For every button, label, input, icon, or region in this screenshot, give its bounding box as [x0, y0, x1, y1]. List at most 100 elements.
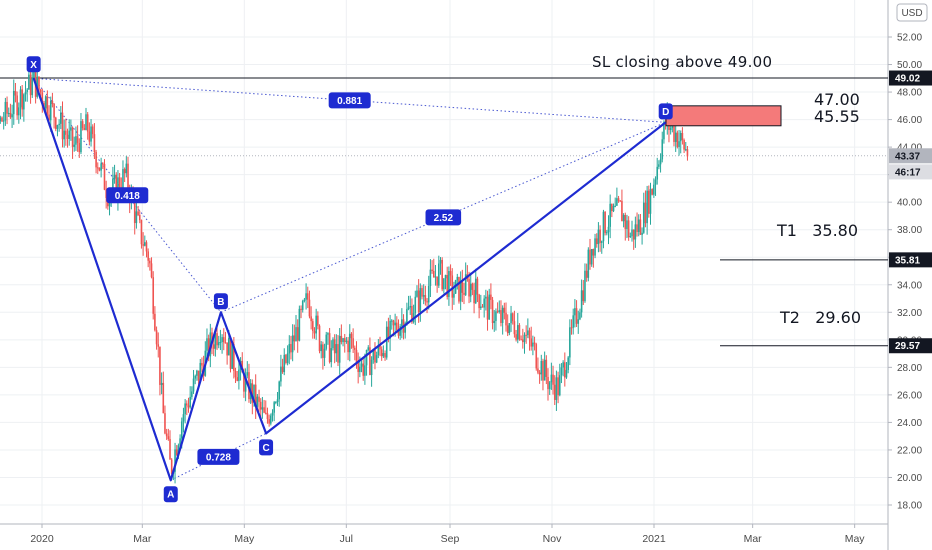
candle-body [369, 347, 371, 375]
candle-body [580, 290, 583, 313]
candle-body [354, 347, 356, 350]
candle-body [686, 149, 689, 157]
price-tag-label: 46:17 [895, 167, 921, 178]
candle-body [389, 320, 391, 339]
price-tag-box [889, 164, 932, 180]
candle-body [105, 189, 107, 198]
candle-body [379, 345, 381, 350]
candle-body [656, 166, 659, 180]
candle-body [565, 369, 568, 378]
candle-body [564, 362, 566, 378]
candle-body [584, 270, 586, 302]
ratio-badge-xd: 0.881 [328, 92, 371, 109]
candle-body [138, 215, 141, 221]
ratio-badge-ac: 0.728 [197, 448, 240, 465]
candle-body [511, 313, 514, 322]
candle-body [365, 350, 368, 366]
candle-body [31, 77, 34, 96]
candle-body [456, 276, 459, 281]
candle-body [604, 211, 606, 233]
candle-body [233, 344, 235, 371]
price-tag-box [889, 148, 932, 164]
ratio-badge-box [106, 187, 149, 204]
horizontal-levels [0, 77, 888, 347]
candle-body [182, 414, 185, 422]
candle-body [296, 327, 299, 341]
grid-lines [0, 0, 888, 524]
candle-body [560, 367, 563, 376]
point-label-box [26, 56, 41, 73]
candle-body [639, 219, 642, 235]
candle-body [7, 112, 10, 114]
candle-body [626, 220, 628, 230]
ratio-line-bd [220, 121, 666, 313]
candle-body [434, 276, 437, 278]
xabcd-pattern-line[interactable] [32, 77, 667, 482]
candle-body [229, 338, 232, 369]
candle-body [123, 169, 126, 174]
candle-body [39, 89, 42, 93]
currency-button[interactable] [896, 3, 928, 22]
candle-body [461, 280, 464, 293]
candle-body [525, 334, 527, 336]
candle-body [377, 345, 380, 356]
zone-bottom-annotation: 45.55 [814, 107, 860, 126]
candle-body [448, 271, 450, 297]
candle-body [350, 333, 353, 339]
candle-body [609, 203, 611, 227]
ratio-badge-bd: 2.52 [425, 209, 462, 226]
candle-body [426, 301, 428, 303]
candle-body [16, 95, 18, 116]
point-label-a: A [163, 486, 178, 503]
candle-body [149, 260, 151, 264]
candle-body [513, 321, 516, 335]
price-tag-label: 35.81 [895, 255, 920, 266]
candle-body [177, 445, 180, 455]
candle-body [651, 189, 653, 195]
candle-body [308, 299, 311, 317]
candle-body [577, 319, 580, 324]
candle-body [401, 319, 403, 327]
candle-body [169, 439, 171, 460]
candle-body [505, 312, 507, 326]
price-tags: 49.02 43.37 46:17 35.81 29.57 [889, 70, 932, 354]
candle-body [496, 311, 499, 313]
candle-body [443, 278, 445, 290]
candle-body [438, 263, 440, 286]
candle-body [251, 383, 254, 403]
candle-body [419, 288, 422, 313]
target-zone[interactable] [665, 105, 782, 127]
candle-body [335, 344, 338, 354]
candle-body [196, 370, 198, 376]
candle-body [165, 433, 168, 437]
candle-body [327, 333, 329, 335]
price-tag: 29.57 [889, 338, 932, 354]
candle-body [86, 114, 89, 132]
candle-body [266, 413, 269, 420]
candle-body [367, 347, 370, 351]
candle-body [318, 325, 321, 352]
candle-body [589, 249, 591, 265]
candle-body [201, 362, 203, 366]
candle-body [409, 305, 412, 308]
candle-body [533, 342, 536, 345]
candle-body [384, 353, 386, 358]
candle-body [71, 127, 74, 147]
candle-body [283, 354, 286, 373]
candle-body [476, 278, 479, 295]
candle-body [12, 90, 15, 115]
candle-body [187, 405, 190, 408]
candle-body [490, 294, 492, 300]
candle-body [491, 299, 494, 324]
candle-body [243, 372, 245, 392]
candle-body [270, 415, 272, 424]
candle-body [301, 300, 304, 310]
candle-body [291, 335, 294, 353]
point-label-box [658, 103, 673, 120]
price-tag: 35.81 [889, 252, 932, 268]
candle-body [362, 363, 365, 376]
time-tick-label: 2020 [30, 533, 54, 545]
price-tag-label: 29.57 [895, 341, 920, 352]
candle-body [631, 229, 633, 237]
